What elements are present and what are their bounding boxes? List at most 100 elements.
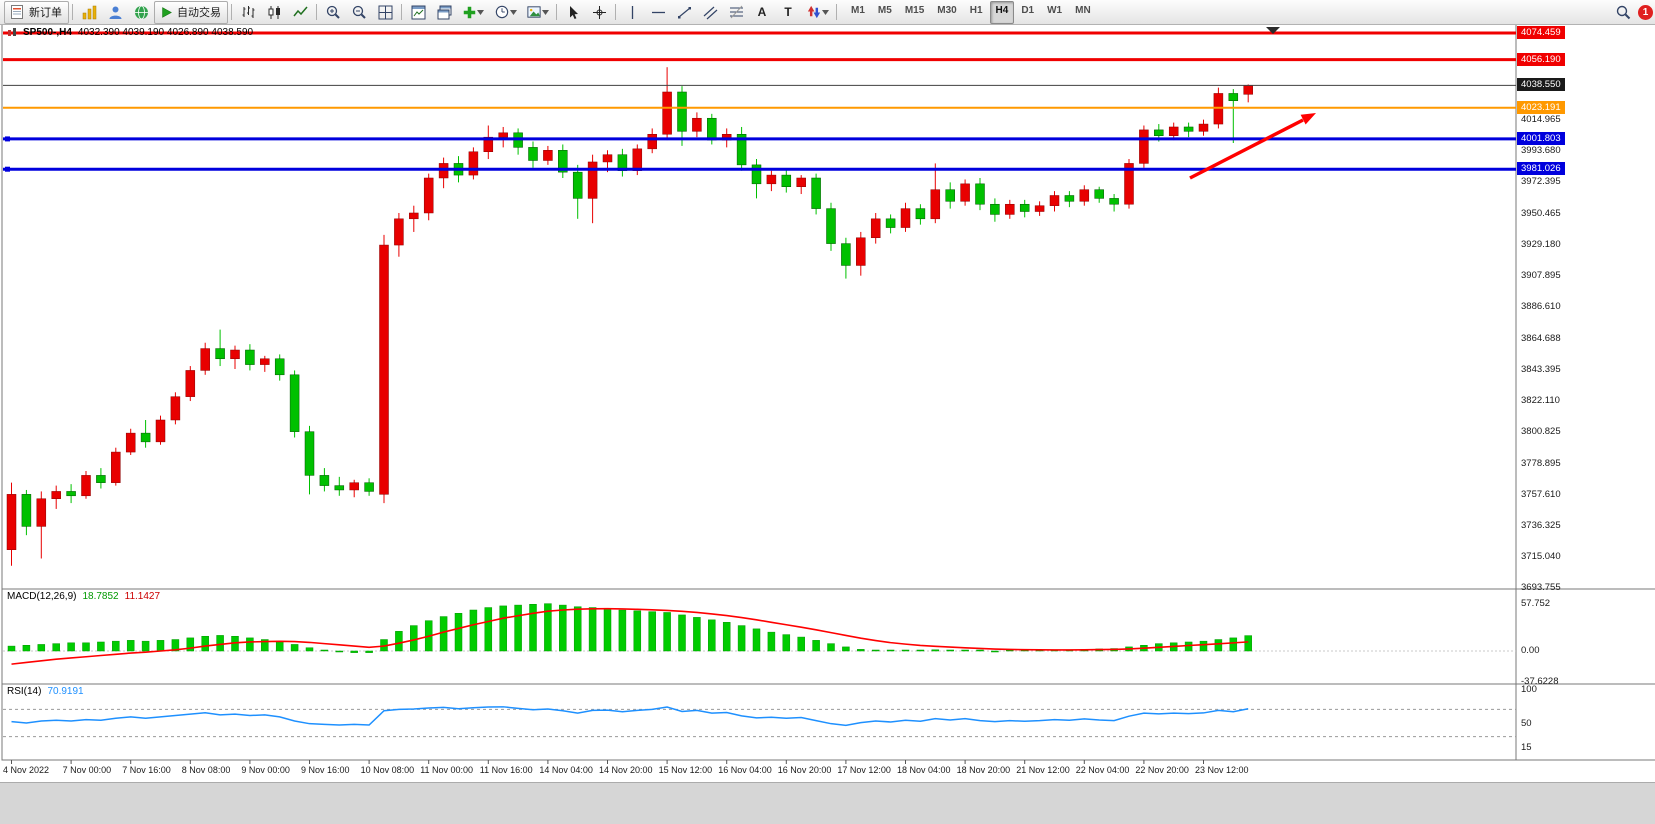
timeframe-button-m15[interactable]: M15 <box>904 4 925 16</box>
macd-bar <box>588 607 597 652</box>
candle-body <box>692 117 702 132</box>
line-chart-button[interactable] <box>287 1 313 24</box>
rsi-name: RSI(14) <box>7 686 42 697</box>
candle-body <box>945 189 955 202</box>
timeframe-button-mn[interactable]: MN <box>1075 4 1091 16</box>
macd-bar <box>246 637 254 652</box>
candle-body <box>215 348 225 360</box>
macd-bar <box>126 640 135 652</box>
candle-body <box>1139 129 1149 164</box>
channel-tool-button[interactable] <box>697 1 723 24</box>
search-button[interactable] <box>1610 1 1636 24</box>
macd-bar <box>335 650 344 653</box>
candle-body <box>796 177 806 187</box>
candle-body <box>1154 129 1164 136</box>
candle-body <box>543 150 553 161</box>
candle-body <box>1034 205 1045 212</box>
macd-bar <box>752 628 761 652</box>
label-tool-button[interactable]: T <box>775 1 801 24</box>
candle-body <box>558 150 568 173</box>
candle-body <box>826 208 836 244</box>
price-axis-label: 3886.610 <box>1521 300 1561 312</box>
zoom-out-button[interactable] <box>346 1 372 24</box>
candle-body <box>423 177 434 214</box>
trendline-tool-button[interactable] <box>671 1 697 24</box>
toolbar-separator <box>836 4 837 20</box>
candle-body <box>856 237 866 266</box>
crosshair-button[interactable] <box>586 1 612 24</box>
candle-body <box>1198 123 1209 132</box>
bar-chart-icon <box>242 5 254 18</box>
time-axis-label: 15 Nov 12:00 <box>658 765 713 775</box>
candle-body <box>274 358 285 376</box>
tile-windows-icon <box>378 5 392 19</box>
trend-arrow-shaft[interactable] <box>1189 118 1304 180</box>
candle-body <box>200 348 210 371</box>
macd-bar <box>320 649 329 652</box>
crosshair-icon <box>592 5 606 19</box>
arrange-windows-button[interactable] <box>405 1 431 24</box>
line-chart-icon <box>292 6 308 16</box>
macd-bar <box>573 606 582 652</box>
indicators-button[interactable] <box>457 1 489 24</box>
bottom-strip <box>0 782 1655 824</box>
vertical-line-tool-button[interactable] <box>619 1 645 24</box>
time-axis-label: 8 Nov 08:00 <box>181 765 231 775</box>
timeframe-button-w1[interactable]: W1 <box>1047 4 1063 16</box>
label-tool-label: T <box>784 5 792 19</box>
macd-scale-label: 0.00 <box>1521 645 1540 656</box>
price-axis-label: 3800.825 <box>1521 425 1561 437</box>
bar-chart-button[interactable] <box>235 1 261 24</box>
fibonacci-tool-button[interactable] <box>723 1 749 24</box>
timeframe-button-d1[interactable]: D1 <box>1021 4 1035 16</box>
timeframe-button-h1[interactable]: H1 <box>969 4 983 16</box>
zoom-in-button[interactable] <box>320 1 346 24</box>
candle-body <box>766 174 777 185</box>
arrows-tool-button[interactable] <box>801 1 833 24</box>
quotes-icon <box>82 5 96 19</box>
timeframe-button-m30[interactable]: M30 <box>937 4 957 16</box>
cascade-windows-button[interactable] <box>431 1 457 24</box>
timeframe-button-m1[interactable]: M1 <box>851 4 865 16</box>
macd-bar <box>290 644 299 652</box>
macd-bar <box>797 636 805 652</box>
quotes-button[interactable] <box>76 1 102 24</box>
time-axis-label: 14 Nov 04:00 <box>539 765 593 775</box>
price-axis-label: 3950.465 <box>1521 207 1561 219</box>
chart-shift-marker[interactable] <box>1266 27 1280 34</box>
periods-button[interactable] <box>489 1 521 24</box>
text-tool-button[interactable]: A <box>749 1 775 24</box>
macd-bar <box>350 650 358 653</box>
hline-handle[interactable] <box>5 136 10 142</box>
candle-body <box>289 374 300 432</box>
caret-down-icon <box>477 9 484 15</box>
candlestick-chart-button[interactable] <box>261 1 287 24</box>
macd-bar <box>37 644 46 652</box>
templates-button[interactable] <box>521 1 553 24</box>
timeframe-button-m5[interactable]: M5 <box>877 4 892 16</box>
candle-body <box>781 174 792 187</box>
timeframe-button-h4[interactable]: H4 <box>989 0 1015 24</box>
rsi-line <box>11 706 1249 727</box>
tile-windows-button[interactable] <box>372 1 398 24</box>
community-button[interactable] <box>128 1 154 24</box>
horizontal-line-tool-button[interactable] <box>645 1 671 24</box>
candle-body <box>349 482 359 491</box>
time-axis-label: 7 Nov 16:00 <box>122 765 171 775</box>
profile-button[interactable] <box>102 1 128 24</box>
hline-handle[interactable] <box>5 166 10 172</box>
search-icon <box>1616 5 1630 19</box>
clock-icon <box>495 5 508 19</box>
new-order-button[interactable]: 新订单 <box>4 0 69 24</box>
candle-body <box>885 218 896 228</box>
toolbar-separator <box>615 4 616 20</box>
time-axis-label: 11 Nov 00:00 <box>420 765 474 775</box>
trend-arrow-head[interactable] <box>1300 113 1316 125</box>
autotrade-button[interactable]: 自动交易 <box>154 0 228 24</box>
cursor-icon <box>569 5 578 19</box>
cursor-button[interactable] <box>560 1 586 24</box>
macd-bar <box>7 645 16 652</box>
notification-badge[interactable]: 1 <box>1638 4 1653 20</box>
candle-body <box>1064 195 1075 202</box>
